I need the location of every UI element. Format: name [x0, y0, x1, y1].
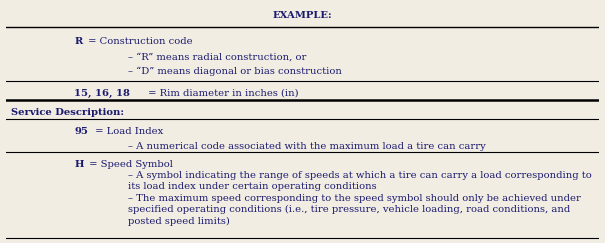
Text: – A numerical code associated with the maximum load a tire can carry: – A numerical code associated with the m… — [128, 142, 485, 151]
Text: specified operating conditions (i.e., tire pressure, vehicle loading, road condi: specified operating conditions (i.e., ti… — [128, 205, 570, 215]
Text: its load index under certain operating conditions: its load index under certain operating c… — [128, 182, 376, 191]
Text: H: H — [74, 160, 83, 169]
Text: posted speed limits): posted speed limits) — [128, 217, 229, 226]
Text: – The maximum speed corresponding to the speed symbol should only be achieved un: – The maximum speed corresponding to the… — [128, 194, 580, 203]
Text: Service Description:: Service Description: — [11, 108, 124, 117]
Text: = Construction code: = Construction code — [85, 37, 192, 46]
Text: R: R — [74, 37, 82, 46]
Text: EXAMPLE:: EXAMPLE: — [273, 11, 332, 20]
Text: 95: 95 — [74, 127, 88, 136]
Text: = Rim diameter in inches (in): = Rim diameter in inches (in) — [145, 89, 298, 98]
Text: – “R” means radial construction, or: – “R” means radial construction, or — [128, 52, 306, 61]
Text: = Load Index: = Load Index — [92, 127, 163, 136]
Text: – “D” means diagonal or bias construction: – “D” means diagonal or bias constructio… — [128, 67, 341, 76]
Text: = Speed Symbol: = Speed Symbol — [87, 160, 173, 169]
Text: – A symbol indicating the range of speeds at which a tire can carry a load corre: – A symbol indicating the range of speed… — [128, 171, 591, 180]
Text: 15, 16, 18: 15, 16, 18 — [74, 89, 130, 98]
